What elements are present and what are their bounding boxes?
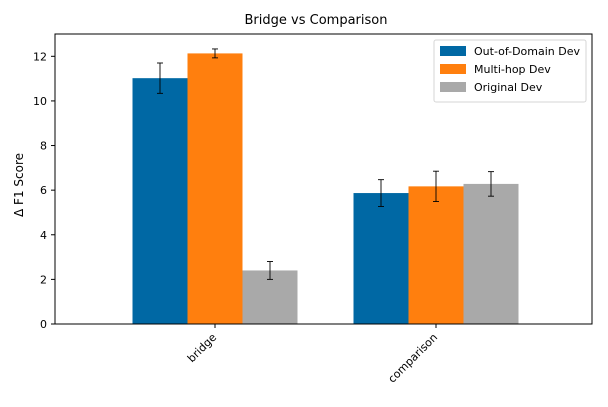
bar (408, 186, 464, 324)
error-bars-layer (157, 48, 494, 280)
y-axis: 0 2 4 6 8 10 12 (33, 50, 55, 331)
bars-layer (132, 53, 519, 325)
y-tick-label: 4 (40, 229, 47, 242)
legend-swatch (440, 46, 466, 56)
bar (187, 53, 243, 325)
legend-swatch (440, 82, 466, 92)
y-tick-label: 10 (33, 95, 47, 108)
bar (463, 183, 519, 324)
bar (132, 78, 188, 325)
y-axis-label: Δ F1 Score (12, 153, 26, 217)
legend-swatch (440, 64, 466, 74)
bar (353, 193, 409, 324)
x-axis: bridge comparison (185, 324, 440, 386)
y-tick-label: 6 (40, 184, 47, 197)
legend-label: Original Dev (474, 81, 543, 94)
x-tick-label: comparison (386, 331, 441, 386)
y-tick-label: 8 (40, 140, 47, 153)
y-tick-label: 0 (40, 318, 47, 331)
x-tick-label: bridge (185, 331, 219, 365)
plot-frame (54, 33, 593, 325)
legend: Out-of-Domain Dev Multi-hop Dev Original D… (433, 39, 587, 103)
legend-label: Out-of-Domain Dev (474, 45, 581, 58)
legend-label: Multi-hop Dev (474, 63, 551, 76)
y-tick-label: 12 (33, 50, 47, 63)
legend-box (433, 39, 587, 103)
chart-title: Bridge vs Comparison (245, 13, 388, 28)
y-tick-label: 2 (40, 273, 47, 286)
